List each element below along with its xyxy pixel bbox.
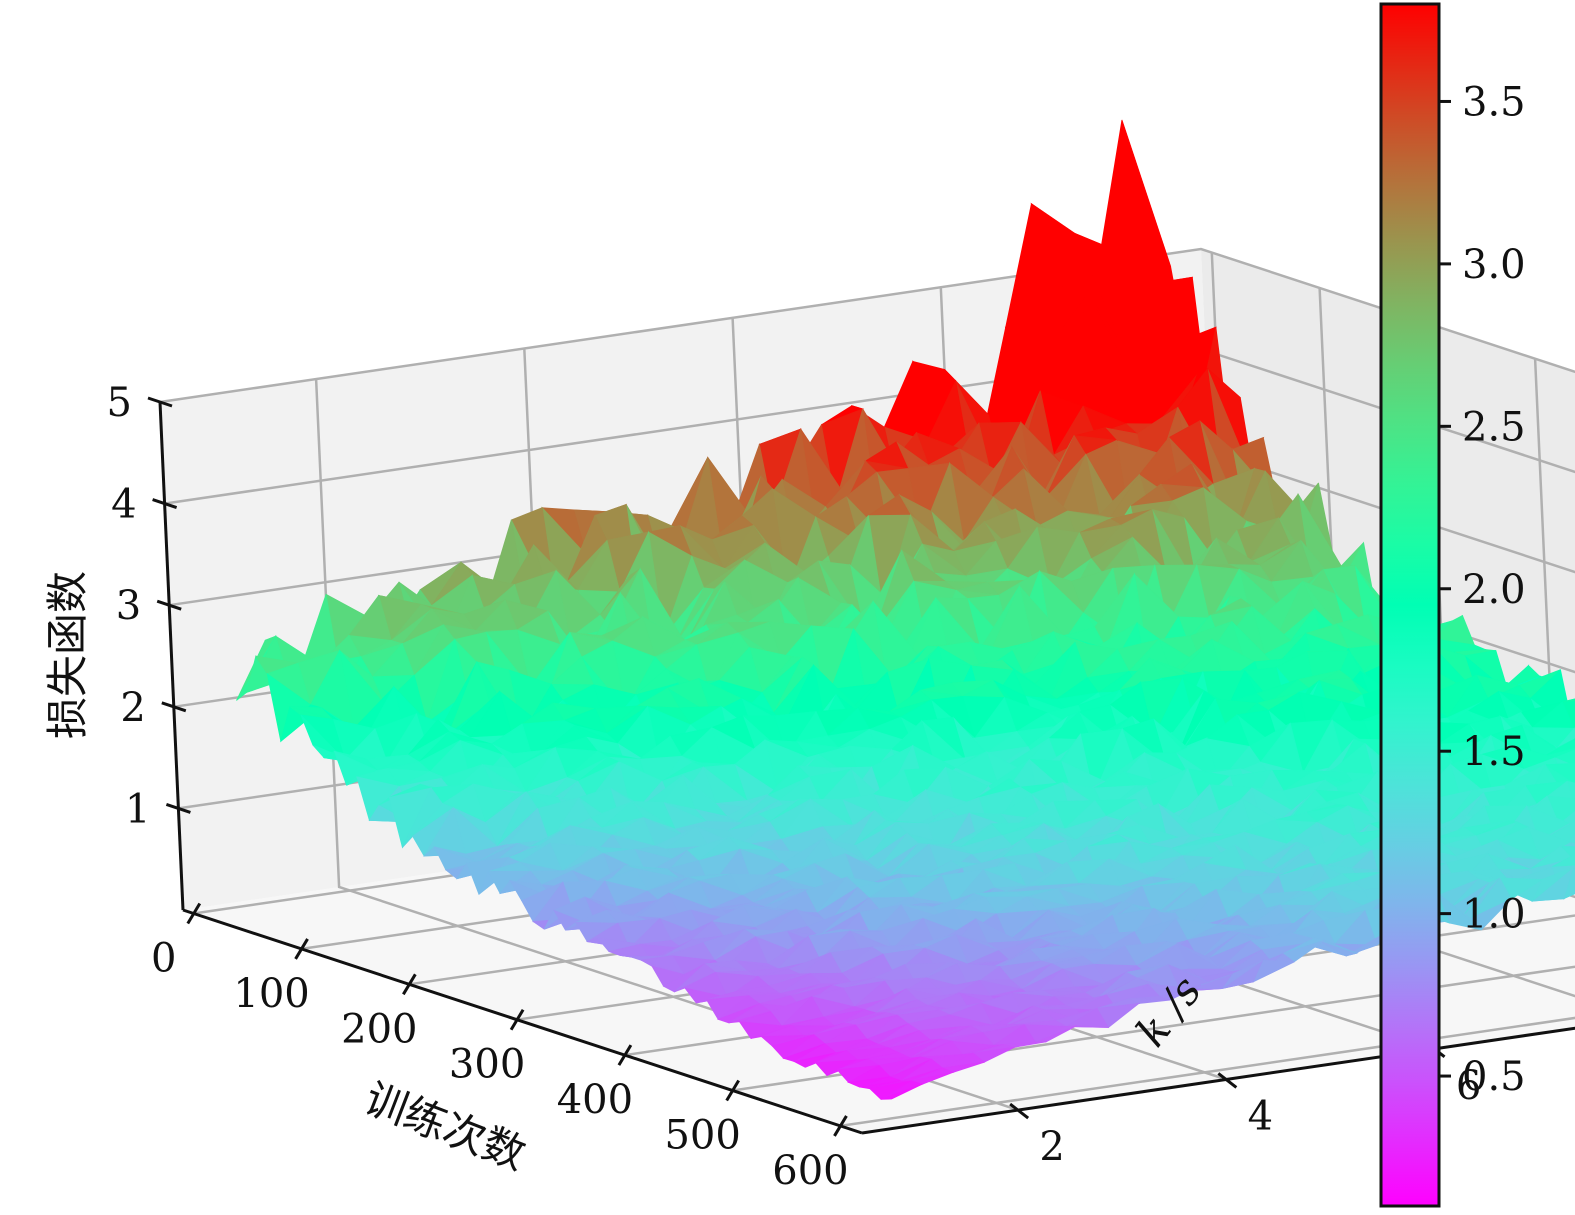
x-tick <box>294 938 309 960</box>
z-grid-line <box>159 247 1575 404</box>
z-tick-label: 2 <box>120 685 145 731</box>
surface-facet <box>1562 698 1575 703</box>
colorbar-gradient <box>1379 2 1441 1208</box>
tick-marks: 010020030040050060024681012345 <box>107 380 1482 1194</box>
x-tick-label: 400 <box>557 1077 633 1123</box>
colorbar: 0.5 1.0 1.5 2.0 2.5 3.0 3.5 <box>1379 2 1526 1208</box>
z-axis-line <box>158 401 185 911</box>
x-tick-label: 0 <box>151 936 176 982</box>
z-tick-label: 4 <box>111 482 136 528</box>
y-tick-label: 2 <box>1039 1124 1064 1170</box>
colorbar-tick-label: 2.5 <box>1462 404 1526 450</box>
x-tick <box>509 1008 525 1031</box>
x-tick <box>402 973 417 996</box>
z-tick-label: 3 <box>116 583 141 629</box>
x-tick <box>833 1115 848 1137</box>
surface-facet <box>1554 749 1575 767</box>
x-tick-label: 600 <box>772 1148 848 1194</box>
colorbar-tick-label: 1.5 <box>1462 729 1526 775</box>
y-tick <box>1217 1072 1238 1089</box>
z-tick-label: 5 <box>107 380 132 426</box>
z-tick <box>156 599 182 611</box>
x-tick-label: 300 <box>449 1042 525 1088</box>
x-grid-line <box>840 1016 1575 1128</box>
colorbar-ticks: 0.5 1.0 1.5 2.0 2.5 3.0 3.5 <box>1439 79 1526 1100</box>
colorbar-tick-label: 0.5 <box>1462 1054 1526 1100</box>
colorbar-tick-label: 3.0 <box>1462 242 1526 288</box>
x-tick-label: 200 <box>341 1006 417 1052</box>
z-tick <box>147 396 173 408</box>
z-tick-label: 1 <box>125 786 150 832</box>
z-tick <box>165 802 191 814</box>
z-axis-title: 损失函数 <box>43 571 92 739</box>
x-tick <box>617 1044 633 1066</box>
x-tick-label: 100 <box>233 971 309 1017</box>
x-grid-line <box>732 965 1575 1092</box>
y-tick-label: 4 <box>1248 1093 1273 1139</box>
z-tick <box>152 498 178 510</box>
x-axis-line <box>182 908 863 1135</box>
x-tick <box>186 902 202 925</box>
x-tick <box>725 1079 740 1102</box>
colorbar-tick-label: 1.0 <box>1462 892 1526 938</box>
x-axis-title: 训练次数 <box>358 1073 532 1179</box>
colorbar-tick-label: 3.5 <box>1462 79 1526 125</box>
surface-facet <box>880 1083 923 1100</box>
y-tick <box>1009 1102 1030 1120</box>
colorbar-tick-label: 2.0 <box>1462 567 1526 613</box>
y-tick-label: 6 <box>1456 1063 1481 1109</box>
x-tick-label: 500 <box>664 1113 740 1159</box>
z-tick <box>161 701 187 713</box>
